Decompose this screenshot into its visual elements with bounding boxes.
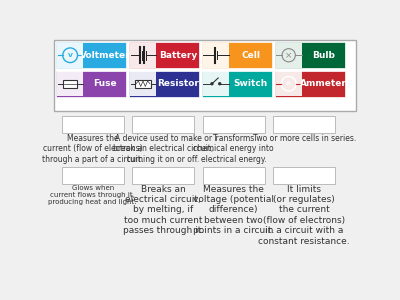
Text: Breaks an
electrical circuit,
by melting, if
too much current
passes through it.: Breaks an electrical circuit, by melting… bbox=[122, 184, 204, 235]
Text: It limits
(or regulates)
the current
(flow of electrons)
in a circuit with a
con: It limits (or regulates) the current (fl… bbox=[258, 184, 350, 246]
Bar bbox=[202, 70, 272, 97]
Bar bbox=[273, 116, 335, 133]
Text: Battery: Battery bbox=[159, 51, 197, 60]
Text: Transforms
chemical energy into
electrical energy.: Transforms chemical energy into electric… bbox=[193, 134, 274, 164]
Bar bbox=[130, 71, 156, 96]
Bar bbox=[202, 42, 272, 68]
Text: A: A bbox=[286, 81, 291, 86]
Bar bbox=[203, 71, 229, 96]
Text: Resistor: Resistor bbox=[157, 79, 199, 88]
Circle shape bbox=[211, 83, 213, 85]
Bar bbox=[62, 167, 124, 184]
Bar bbox=[56, 42, 126, 68]
Bar bbox=[130, 43, 156, 68]
Bar bbox=[203, 167, 265, 184]
Text: A device used to make or
break an electrical circuit,
turning it on or off.: A device used to make or break an electr… bbox=[113, 134, 213, 164]
Text: Two or more cells in series.: Two or more cells in series. bbox=[252, 134, 356, 143]
Bar bbox=[64, 80, 77, 88]
Text: V: V bbox=[68, 53, 72, 58]
Bar bbox=[57, 71, 83, 96]
Bar bbox=[54, 40, 356, 112]
Text: Switch: Switch bbox=[234, 79, 268, 88]
Bar bbox=[273, 167, 335, 184]
Bar bbox=[276, 71, 302, 96]
Bar bbox=[57, 43, 83, 68]
Bar bbox=[203, 43, 229, 68]
Text: Measures the
voltage (potential
difference)
between two
points in a circuit.: Measures the voltage (potential differen… bbox=[193, 184, 274, 235]
Text: Measures the
current (flow of electrons)
through a part of a circuit.: Measures the current (flow of electrons)… bbox=[42, 134, 143, 164]
Bar bbox=[132, 167, 194, 184]
Bar bbox=[275, 70, 344, 97]
Bar bbox=[129, 42, 199, 68]
Bar bbox=[276, 43, 302, 68]
Text: Ammeter: Ammeter bbox=[300, 79, 347, 88]
Circle shape bbox=[219, 83, 221, 85]
Text: Cell: Cell bbox=[241, 51, 260, 60]
Bar bbox=[56, 70, 126, 97]
Bar bbox=[132, 116, 194, 133]
Bar bbox=[129, 70, 199, 97]
Text: Fuse: Fuse bbox=[93, 79, 117, 88]
Text: Bulb: Bulb bbox=[312, 51, 335, 60]
Text: Voltmeter: Voltmeter bbox=[80, 51, 130, 60]
Bar bbox=[275, 42, 344, 68]
Bar bbox=[62, 116, 124, 133]
Text: Glows when
current flows through it,
producing heat and light.: Glows when current flows through it, pro… bbox=[48, 184, 137, 205]
Bar bbox=[203, 116, 265, 133]
Bar bbox=[135, 80, 151, 88]
